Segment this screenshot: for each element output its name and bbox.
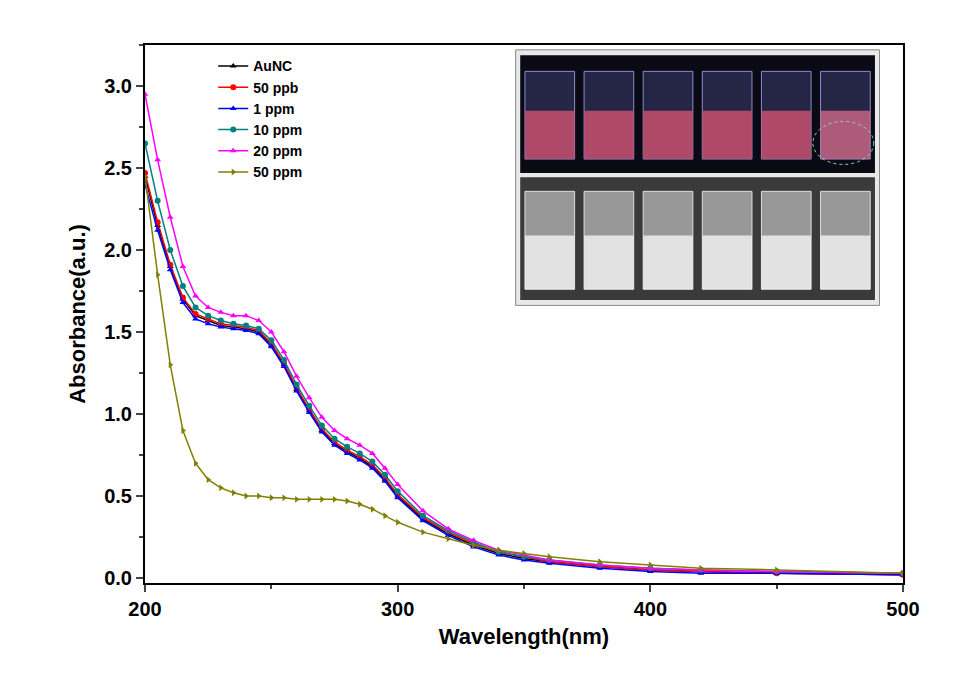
svg-text:0.0: 0.0 [104,567,132,589]
svg-text:0.5: 0.5 [104,485,132,507]
svg-text:20 ppm: 20 ppm [253,143,302,159]
svg-text:300: 300 [381,598,414,620]
svg-text:200: 200 [128,598,161,620]
svg-text:Absorbance(a.u.): Absorbance(a.u.) [65,224,90,404]
svg-text:Wavelength(nm): Wavelength(nm) [439,624,609,649]
svg-text:500: 500 [886,598,919,620]
svg-text:50 ppm: 50 ppm [253,164,302,180]
svg-text:10 ppm: 10 ppm [253,122,302,138]
svg-text:1.5: 1.5 [104,321,132,343]
svg-text:1.0: 1.0 [104,403,132,425]
svg-text:3.0: 3.0 [104,75,132,97]
svg-text:1 ppm: 1 ppm [253,101,294,117]
svg-text:2.5: 2.5 [104,157,132,179]
svg-text:50 ppb: 50 ppb [253,80,298,96]
svg-text:2.0: 2.0 [104,239,132,261]
svg-text:AuNC: AuNC [253,58,292,74]
svg-text:400: 400 [634,598,667,620]
